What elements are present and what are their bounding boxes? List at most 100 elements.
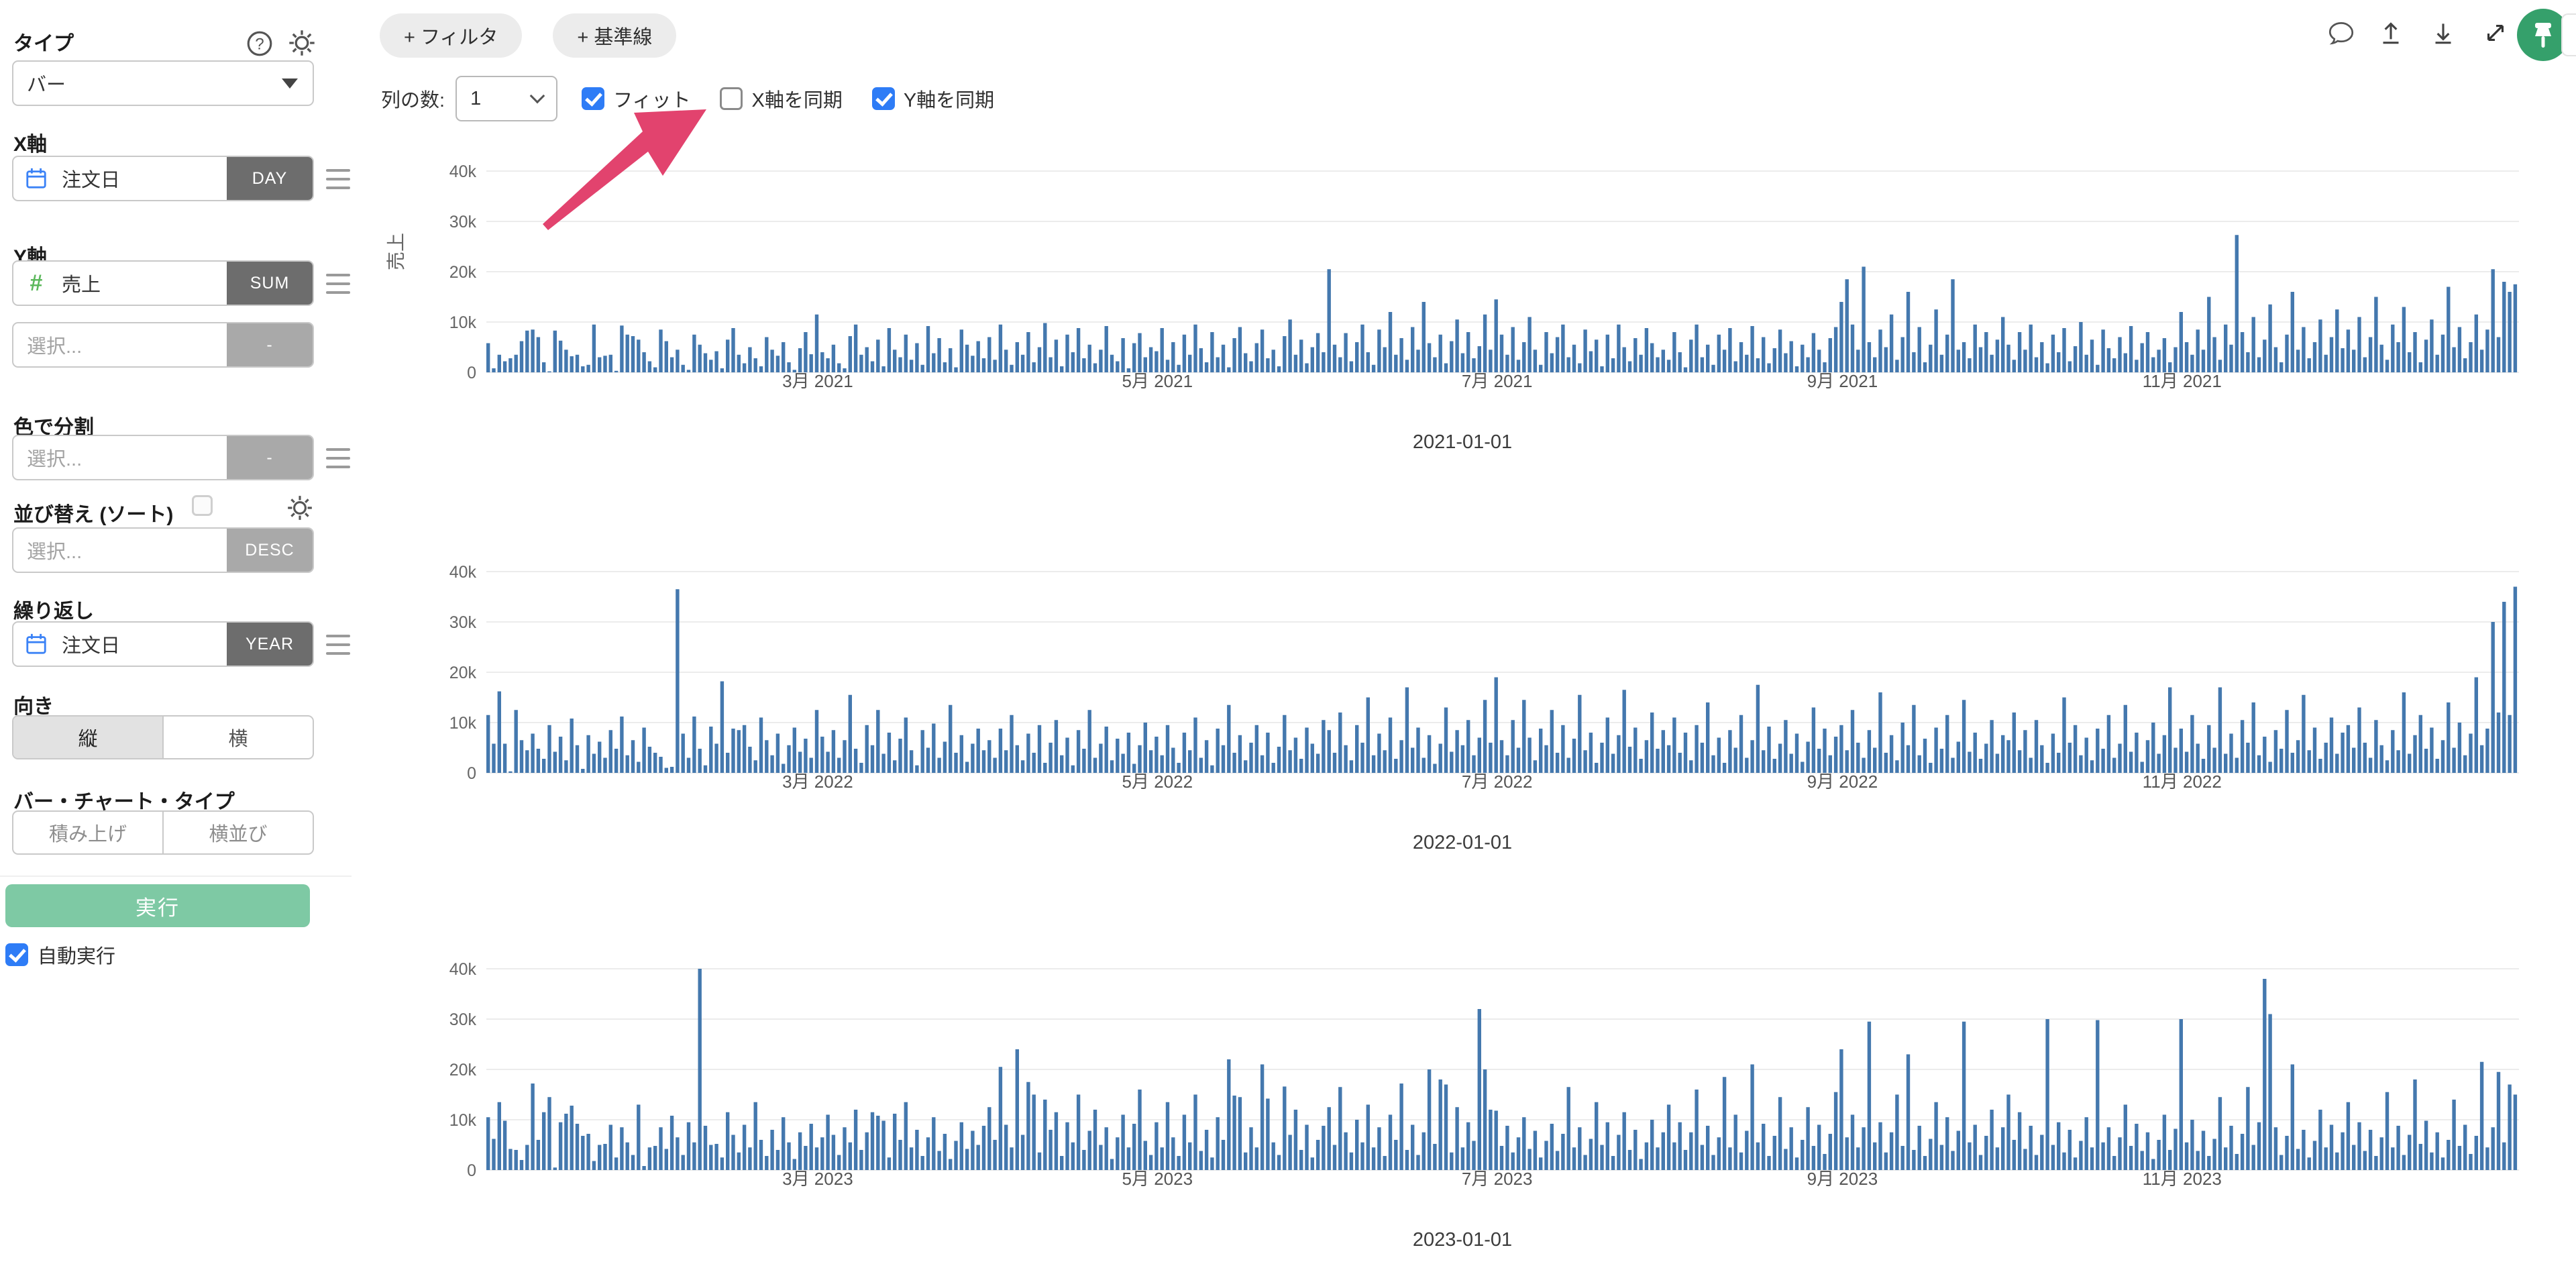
svg-text:3月 2022: 3月 2022 (782, 772, 853, 792)
svg-text:11月 2023: 11月 2023 (2143, 1169, 2222, 1189)
fit-checkbox[interactable] (582, 87, 605, 110)
panel-edge-tab[interactable] (2561, 13, 2576, 56)
orientation-horizontal-option[interactable]: 横 (162, 717, 313, 758)
svg-text:7月 2021: 7月 2021 (1462, 371, 1533, 391)
comment-icon[interactable] (2326, 17, 2357, 48)
auto-run-row: 自動実行 (5, 941, 115, 969)
svg-text:20k: 20k (449, 1061, 477, 1079)
pin-icon (2535, 23, 2551, 48)
add-baseline-button[interactable]: + 基準線 (553, 13, 677, 58)
columns-value: 1 (470, 87, 482, 109)
config-sidebar: タイプ ? バー X軸 注文日 DAY Y軸 # 売上 SUM 選択... - … (0, 0, 356, 1268)
sync-x-group: X軸を同期 (720, 85, 843, 113)
sync-y-label: Y軸を同期 (903, 90, 995, 111)
svg-text:3月 2023: 3月 2023 (782, 1169, 853, 1189)
chevron-down-icon (529, 88, 545, 104)
y-axis-agg-badge[interactable]: SUM (227, 262, 313, 305)
pin-button[interactable] (2517, 9, 2569, 61)
sync-x-checkbox[interactable] (720, 87, 743, 110)
sort-field[interactable]: 選択... DESC (12, 527, 314, 573)
sort-gear-icon[interactable] (286, 494, 314, 525)
color-agg-badge[interactable]: - (227, 436, 313, 479)
x-axis-agg-badge[interactable]: DAY (227, 157, 313, 200)
orientation-label: 向き (13, 696, 54, 718)
calendar-icon (24, 167, 48, 190)
orientation-vertical-option[interactable]: 縦 (13, 717, 162, 758)
fit-group: フィット (582, 85, 690, 113)
color-menu-icon[interactable] (326, 448, 350, 468)
svg-text:40k: 40k (449, 960, 477, 979)
chart-title: 2022-01-01 (1412, 832, 1513, 853)
svg-text:0: 0 (467, 364, 476, 382)
sync-y-group: Y軸を同期 (871, 85, 995, 113)
x-axis-menu-icon[interactable] (326, 169, 350, 189)
sync-x-label: X軸を同期 (751, 90, 843, 111)
divider (0, 876, 352, 877)
repeat-section-label: 繰り返し (13, 600, 94, 623)
sort-agg-badge[interactable]: DESC (227, 529, 313, 572)
bar-type-label: バー・チャート・タイプ (13, 791, 235, 813)
auto-run-checkbox[interactable] (5, 943, 28, 966)
y-axis-menu-icon[interactable] (326, 274, 350, 294)
svg-text:20k: 20k (449, 664, 477, 682)
svg-text:10k: 10k (449, 313, 477, 332)
svg-text:0: 0 (467, 764, 476, 783)
svg-text:5月 2022: 5月 2022 (1122, 772, 1193, 792)
auto-run-label: 自動実行 (38, 946, 116, 967)
caret-down-icon (282, 78, 298, 89)
calendar-icon (24, 633, 48, 655)
y-axis-extra-agg-badge[interactable]: - (227, 323, 313, 366)
columns-select[interactable]: 1 (455, 76, 558, 121)
svg-text:30k: 30k (449, 613, 477, 632)
help-icon[interactable]: ? (246, 30, 274, 61)
orientation-segmented: 縦 横 (12, 715, 314, 759)
bar-chart-2023[interactable]: 0 10k 20k 30k 40k 3月 2023 5月 2023 7月 2023 9月 202… (376, 949, 2549, 1198)
chart-type-select[interactable]: バー (12, 60, 314, 106)
type-section-label: タイプ (13, 33, 74, 55)
svg-text:10k: 10k (449, 714, 477, 733)
columns-label: 列の数: (381, 90, 445, 111)
svg-text:売上: 売上 (386, 233, 407, 270)
sort-checkbox[interactable] (192, 495, 213, 516)
upload-icon[interactable] (2375, 17, 2406, 48)
svg-text:30k: 30k (449, 1010, 477, 1029)
repeat-menu-icon[interactable] (326, 635, 350, 655)
gear-icon[interactable] (287, 28, 317, 61)
bar-type-side-option[interactable]: 横並び (162, 812, 313, 853)
svg-text:40k: 40k (449, 563, 477, 582)
svg-text:11月 2022: 11月 2022 (2143, 772, 2222, 792)
repeat-agg-badge[interactable]: YEAR (227, 623, 313, 666)
y-axis-extra-placeholder: 選択... (27, 336, 83, 358)
svg-text:20k: 20k (449, 263, 477, 282)
svg-text:7月 2022: 7月 2022 (1462, 772, 1533, 792)
svg-text:5月 2021: 5月 2021 (1122, 371, 1193, 391)
bar-chart-2022[interactable]: 0 10k 20k 30k 40k 3月 2022 5月 2022 7月 2022 9月 202… (376, 551, 2549, 801)
download-icon[interactable] (2428, 17, 2459, 48)
sort-placeholder: 選択... (27, 541, 83, 563)
svg-text:3月 2021: 3月 2021 (782, 371, 853, 391)
y-axis-field[interactable]: # 売上 SUM (12, 260, 314, 306)
sync-y-checkbox[interactable] (871, 87, 895, 110)
svg-text:9月 2021: 9月 2021 (1807, 371, 1878, 391)
run-button[interactable]: 実行 (5, 884, 310, 927)
svg-text:11月 2021: 11月 2021 (2143, 371, 2222, 391)
svg-text:9月 2023: 9月 2023 (1807, 1169, 1878, 1189)
y-axis-field-value: 売上 (62, 274, 101, 296)
chart-title: 2021-01-01 (1412, 431, 1513, 453)
svg-text:10k: 10k (449, 1111, 477, 1130)
bar-type-stacked-option[interactable]: 積み上げ (48, 824, 127, 845)
y-axis-extra-field[interactable]: 選択... - (12, 322, 314, 368)
expand-icon[interactable] (2480, 17, 2511, 48)
x-axis-label: X軸 (13, 134, 48, 156)
color-field[interactable]: 選択... - (12, 435, 314, 480)
bar-chart-2021[interactable]: 0 10k 20k 30k 40k 3月 2021 5月 2021 7月 2021 9月 202… (376, 151, 2549, 401)
x-axis-field[interactable]: 注文日 DAY (12, 156, 314, 201)
repeat-field-value: 注文日 (62, 635, 121, 657)
sort-section-label: 並び替え (ソート) (13, 504, 174, 526)
add-filter-button[interactable]: + フィルタ (380, 13, 523, 58)
chart-title: 2023-01-01 (1412, 1229, 1513, 1251)
repeat-field[interactable]: 注文日 YEAR (12, 621, 314, 667)
hash-icon: # (30, 270, 43, 296)
color-placeholder: 選択... (27, 449, 83, 470)
svg-text:5月 2023: 5月 2023 (1122, 1169, 1193, 1189)
